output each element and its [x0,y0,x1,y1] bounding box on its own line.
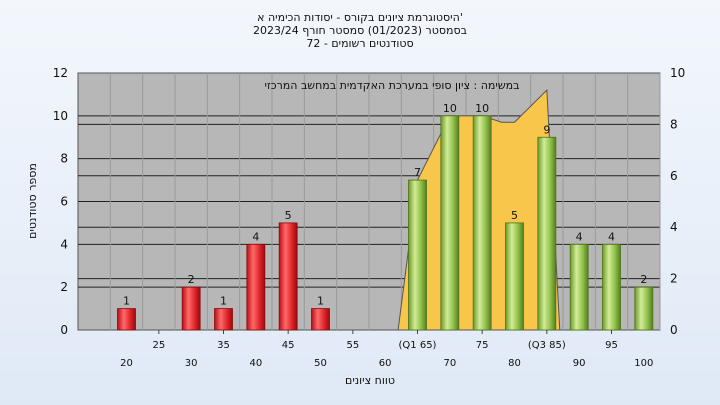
x-tick-label: 35 [217,340,230,351]
bar [214,308,233,331]
bar-label: 10 [443,102,457,115]
bar-label: 9 [543,123,550,136]
y2-tick-label: 6 [670,169,678,183]
bar [440,115,460,331]
x-tick-label: 45 [282,340,295,351]
bar-label: 4 [576,230,583,243]
y-tick-label: 4 [60,237,68,251]
bar-label: 2 [640,273,647,286]
x-tick-label: 25 [152,340,165,351]
bar-label: 2 [188,273,195,286]
chart-annotation: במשימה : ציון סופי במערכת האקדמית במחשב … [265,79,520,92]
x-tick-label: 70 [443,358,456,369]
bars-group: 1 2 1 4 5 1 7 10 10 5 9 4 4 2 [117,102,654,331]
y-tick-label: 0 [60,323,68,337]
bar [537,136,557,331]
bar-label: 5 [285,209,292,222]
x-tick-label: 90 [573,358,586,369]
y2-tick-label: 0 [670,323,678,337]
x-tick-label: 80 [508,358,521,369]
bar [408,179,427,331]
y-tick-label: 2 [60,280,68,294]
bar [246,243,266,331]
bar [311,308,330,331]
bar-label: 10 [475,102,489,115]
bar-label: 4 [252,230,259,243]
x-tick-label: 30 [185,358,198,369]
bar [472,115,492,331]
y2-tick-label: 4 [670,220,678,234]
y-axis-label: מספר סטודנטים [26,163,39,239]
chart-title-line-1: היסטוגרמת ציונים בקורס - יסודות הכימיה א… [257,11,463,24]
bar [278,222,298,331]
bar [117,308,136,331]
x-tick-label: (Q1 65) [399,340,437,351]
bar [569,243,589,331]
bar [181,286,201,331]
x-tick-label: 60 [379,358,392,369]
bar-label: 1 [123,295,130,308]
y2-tick-label: 8 [670,117,678,131]
bar-label: 4 [608,230,615,243]
bar [634,286,654,331]
x-tick-label: 20 [120,358,133,369]
y2-tick-label: 2 [670,272,678,286]
x-tick-label: 100 [634,358,653,369]
bar-label: 1 [317,295,324,308]
x-tick-label: 50 [314,358,327,369]
x-tick-label: 75 [476,340,489,351]
bar [505,222,524,331]
x-tick-label: 40 [249,358,262,369]
bar [602,243,621,331]
chart-title-line-2: בסמסטר (01/2023) סמסטר חורף 2023/24 [253,24,467,37]
y2-tick-label: 10 [670,66,685,80]
bar-label: 1 [220,295,227,308]
x-axis-label: טווח ציונים [345,374,395,387]
x-tick-label: 55 [346,340,359,351]
x-tick-label: (Q3 85) [528,340,566,351]
y-tick-label: 10 [53,109,68,123]
y-tick-label: 8 [60,152,68,166]
y-tick-label: 6 [60,195,68,209]
bar-label: 5 [511,209,518,222]
x-tick-label: 95 [605,340,618,351]
bar-label: 7 [414,166,421,179]
y-tick-label: 12 [53,66,68,80]
chart-title-line-3: 72 - סטודנטים רשומים [306,37,414,50]
